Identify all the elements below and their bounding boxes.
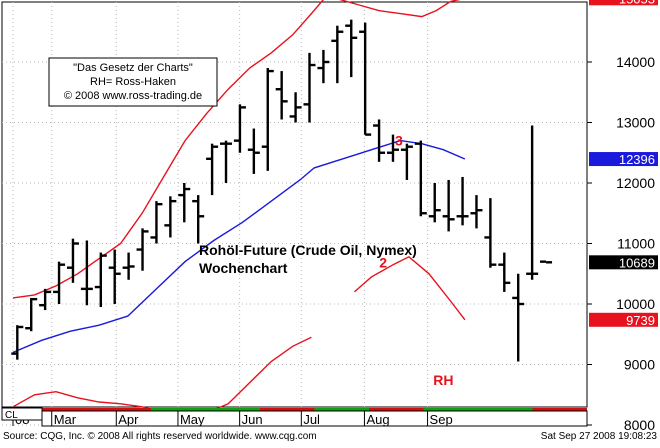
- price-label: 10689: [619, 255, 655, 270]
- ohlc-bar: [456, 176, 469, 226]
- month-label: Aug: [366, 412, 389, 427]
- info-box: "Das Gesetz der Charts" RH= Ross-Haken ©…: [48, 57, 218, 107]
- y-tick-label: 12000: [616, 175, 655, 191]
- ohlc-bar: [178, 183, 191, 223]
- info-line-1: "Das Gesetz der Charts": [73, 62, 193, 74]
- ohlc-bar: [247, 128, 260, 174]
- ohlc-bar: [206, 143, 219, 196]
- month-label: Apr: [118, 412, 139, 427]
- ohlc-bar: [289, 92, 302, 123]
- price-label-box: [589, 0, 658, 6]
- moving-average-line: [12, 139, 466, 354]
- ohlc-bar: [317, 49, 330, 84]
- ohlc-bars: [11, 19, 553, 362]
- month-label: Sep: [430, 412, 453, 427]
- month-strip-segment: [42, 408, 97, 411]
- instrument-code: CL: [5, 410, 18, 421]
- ohlc-bar: [39, 288, 52, 311]
- month-strip-segment: [532, 408, 587, 411]
- month-label: Mar: [54, 412, 77, 427]
- annotations: 123RH: [379, 132, 453, 388]
- ohlc-bar: [233, 104, 246, 153]
- footer-timestamp: Sat Sep 27 2008 19:08:23: [541, 431, 658, 442]
- month-strip-segment: [151, 408, 206, 411]
- month-strip-segment: [96, 408, 151, 411]
- instrument-box: [1, 407, 43, 421]
- ohlc-bar: [108, 249, 121, 304]
- ohlc-bar: [53, 261, 66, 304]
- y-tick-label: 8000: [624, 417, 655, 433]
- annotation-label: RH: [433, 372, 453, 388]
- info-line-2: RH= Ross-Haken: [90, 76, 176, 88]
- month-strip-segment: [423, 408, 478, 411]
- month-strip-segment: [314, 408, 369, 411]
- month-strip-segment: [369, 408, 424, 411]
- y-tick-label: 14000: [616, 54, 655, 70]
- month-strip-segment: [478, 408, 533, 411]
- y-tick-label: 10000: [616, 296, 655, 312]
- ohlc-bar: [428, 183, 441, 223]
- ohlc-bar: [400, 143, 413, 180]
- month-label: Jun: [242, 412, 263, 427]
- upper-band-line: [12, 0, 461, 299]
- ohlc-bar: [66, 238, 79, 283]
- ohlc-bar: [80, 240, 93, 306]
- ohlc-bar: [275, 71, 288, 120]
- ohlc-bar: [540, 260, 553, 264]
- ohlc-bar: [470, 195, 483, 229]
- bollinger-bands: [12, 0, 466, 423]
- y-tick-label: 11000: [617, 236, 655, 252]
- price-label-box: [589, 312, 658, 327]
- chart-title-line-1: Rohöl-Future (Crude Oil, Nymex): [199, 242, 417, 258]
- ohlc-bar: [414, 140, 427, 217]
- ohlc-bar: [192, 195, 205, 244]
- ohlc-bar: [94, 252, 107, 308]
- annotation-label: 2: [379, 255, 387, 271]
- ohlc-bar: [345, 19, 358, 78]
- month-label: Jul: [303, 412, 320, 427]
- ohlc-bar: [122, 252, 135, 280]
- annotation-label: 3: [395, 132, 403, 148]
- lower-band-line-b: [353, 255, 466, 321]
- ohlc-bar: [484, 198, 497, 268]
- y-axis: 8000 9000 10000 11000 12000 13000 14000 15053 12…: [587, 0, 658, 433]
- ohlc-bar: [512, 273, 525, 362]
- price-label-box: [589, 152, 658, 167]
- ohlc-bar: [220, 140, 233, 183]
- ohlc-bar: [442, 179, 455, 232]
- price-label: 9739: [626, 313, 655, 328]
- month-label: May: [180, 412, 205, 427]
- ohlc-bar: [386, 134, 399, 162]
- ohlc-bar: [261, 68, 274, 171]
- x-axis: 08MarAprMayJunJulAugSep: [12, 408, 588, 427]
- price-label: 12396: [619, 152, 655, 167]
- chart-title-line-2: Wochenchart: [199, 260, 288, 276]
- price-label-box: [589, 255, 658, 270]
- ohlc-bar: [373, 119, 386, 162]
- ohlc-bar: [303, 52, 316, 123]
- footer-source: Source: CQG, Inc. © 2008 All rights rese…: [3, 431, 317, 442]
- month-strip-segment: [260, 408, 315, 411]
- month-strip-segment: [205, 408, 260, 411]
- info-line-3: © 2008 www.ross-trading.de: [64, 90, 202, 102]
- ohlc-bar: [526, 125, 539, 280]
- ohlc-bar: [331, 25, 344, 84]
- ohlc-bar: [150, 201, 163, 244]
- y-tick-label: 9000: [624, 357, 655, 373]
- info-box-frame: [48, 57, 218, 107]
- ohlc-bar: [498, 252, 511, 292]
- price-label: 15053: [619, 0, 655, 6]
- y-tick-label: 13000: [616, 115, 655, 131]
- ohlc-bar: [11, 325, 24, 360]
- ohlc-bar: [25, 297, 38, 332]
- ohlc-bar: [164, 196, 177, 238]
- ohlc-bar: [359, 22, 372, 136]
- ohlc-bar: [136, 228, 149, 271]
